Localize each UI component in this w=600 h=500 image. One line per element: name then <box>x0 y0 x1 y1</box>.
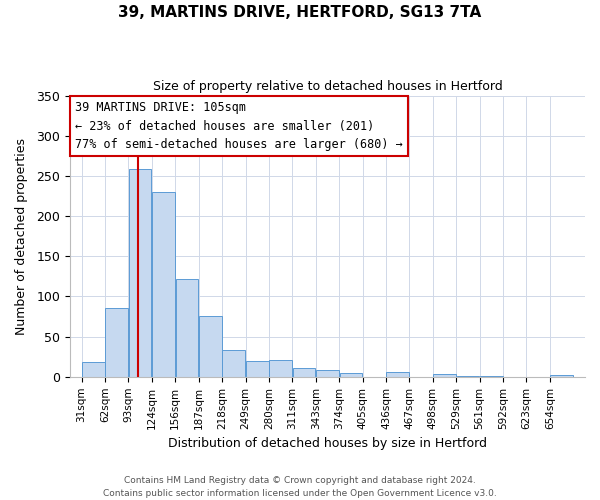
Bar <box>386 372 409 377</box>
Bar <box>106 308 128 377</box>
Bar <box>176 279 199 377</box>
Bar <box>199 316 222 377</box>
Bar <box>316 370 339 377</box>
Bar <box>433 374 456 377</box>
Y-axis label: Number of detached properties: Number of detached properties <box>15 138 28 334</box>
Text: 39 MARTINS DRIVE: 105sqm
← 23% of detached houses are smaller (201)
77% of semi-: 39 MARTINS DRIVE: 105sqm ← 23% of detach… <box>75 101 403 151</box>
Bar <box>269 360 292 377</box>
X-axis label: Distribution of detached houses by size in Hertford: Distribution of detached houses by size … <box>168 437 487 450</box>
Title: Size of property relative to detached houses in Hertford: Size of property relative to detached ho… <box>152 80 502 93</box>
Bar <box>223 350 245 377</box>
Bar <box>340 373 362 377</box>
Bar <box>82 362 104 377</box>
Bar <box>457 376 479 377</box>
Bar <box>129 170 151 377</box>
Bar <box>293 368 316 377</box>
Bar <box>152 192 175 377</box>
Bar <box>480 376 503 377</box>
Text: 39, MARTINS DRIVE, HERTFORD, SG13 7TA: 39, MARTINS DRIVE, HERTFORD, SG13 7TA <box>118 5 482 20</box>
Bar <box>550 375 573 377</box>
Text: Contains HM Land Registry data © Crown copyright and database right 2024.
Contai: Contains HM Land Registry data © Crown c… <box>103 476 497 498</box>
Bar <box>246 360 269 377</box>
